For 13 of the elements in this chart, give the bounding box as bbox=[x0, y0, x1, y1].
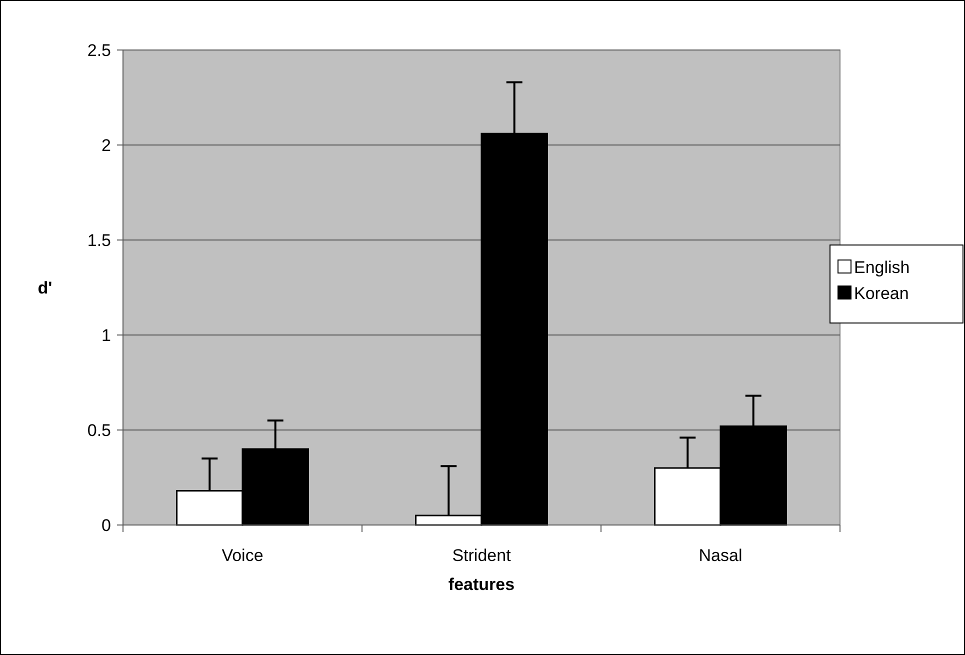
y-axis-title: d' bbox=[38, 278, 52, 298]
x-axis-title: features bbox=[448, 575, 515, 594]
y-tick-label: 0 bbox=[102, 516, 111, 535]
legend-label: English bbox=[854, 258, 910, 277]
y-tick-label: 0.5 bbox=[87, 420, 111, 440]
x-tick-label: Nasal bbox=[698, 546, 742, 565]
legend-label: Korean bbox=[854, 284, 909, 303]
y-tick-label: 1 bbox=[102, 326, 111, 345]
y-tick-label: 2 bbox=[102, 136, 111, 155]
y-tick-label: 2.5 bbox=[87, 40, 111, 60]
x-tick-label: Strident bbox=[452, 546, 512, 565]
y-tick-label: 1.5 bbox=[87, 230, 111, 250]
x-tick-label: Voice bbox=[222, 546, 264, 565]
